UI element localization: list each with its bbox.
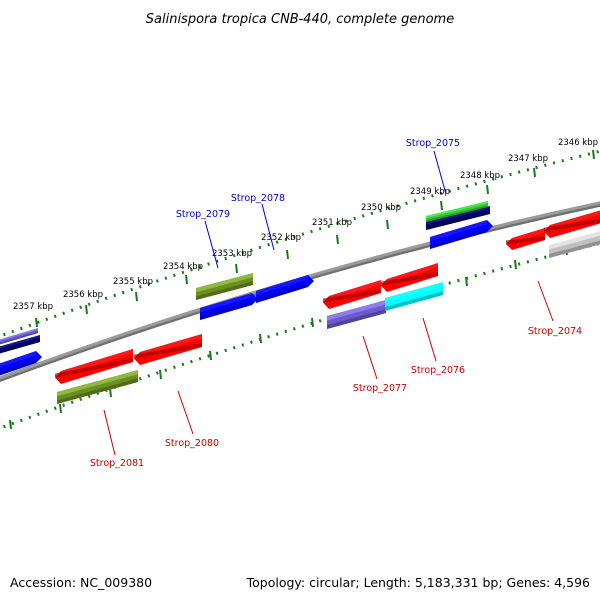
major-tick (286, 249, 289, 260)
kbp-tick-label: 2352 kbp (261, 233, 301, 243)
leader-strop-2076 (422, 317, 437, 362)
major-tick (135, 291, 138, 302)
kbp-tick-label: 2357 kbp (13, 302, 53, 312)
gene-strop-2080[interactable] (134, 334, 202, 365)
topology-text: Topology: circular; Length: 5,183,331 bp… (246, 575, 590, 590)
kbp-tick-label: 2353 kbp (212, 249, 252, 259)
major-tick (185, 274, 188, 285)
kbp-tick-label: 2346 kbp (558, 138, 598, 148)
gene-label-leaders (103, 150, 554, 456)
major-tick (159, 369, 162, 380)
gene-label-strop-2078[interactable]: Strop_2078 (231, 193, 285, 204)
major-tick (209, 350, 212, 361)
gene-label-strop-2074[interactable]: Strop_2074 (528, 326, 582, 337)
major-tick (35, 317, 38, 328)
inner-dotted-ring (0, 241, 600, 430)
major-tick (311, 317, 314, 328)
gene-label-strop-2079[interactable]: Strop_2079 (176, 209, 230, 220)
kbp-tick-label: 2354 kbp (163, 262, 203, 272)
major-tick (59, 403, 62, 414)
major-tick (386, 219, 389, 230)
leader-strop-2077 (362, 335, 378, 380)
gene-feature[interactable] (323, 280, 381, 309)
outer-major-ticks (35, 149, 595, 328)
leader-strop-2075 (433, 150, 447, 195)
major-tick (514, 259, 517, 270)
kbp-tick-label: 2347 kbp (508, 154, 548, 164)
kbp-tick-label: 2356 kbp (63, 290, 103, 300)
inner-tick-ring (0, 241, 600, 430)
gene-label-strop-2076[interactable]: Strop_2076 (411, 365, 465, 376)
gene-strop-2078[interactable] (256, 275, 314, 303)
gene-strop-2079[interactable] (196, 273, 253, 300)
gene-feature[interactable] (0, 328, 38, 345)
gene-strop-2075[interactable] (426, 201, 488, 222)
leader-strop-2078 (261, 203, 275, 251)
major-tick (336, 234, 339, 245)
major-tick (486, 184, 489, 195)
gene-strop-2077[interactable] (327, 300, 386, 329)
gene-feature[interactable] (544, 209, 600, 238)
gene-feature[interactable] (0, 351, 42, 376)
gene-label-strop-2081[interactable]: Strop_2081 (90, 458, 144, 469)
outer-tick-ring: 2346 kbp 2347 kbp 2348 kbp 2349 kbp 2350 kbp… (0, 138, 600, 338)
kbp-tick-label: 2355 kbp (113, 277, 153, 287)
gene-label-strop-2075[interactable]: Strop_2075 (406, 138, 460, 149)
gene-label-strop-2077[interactable]: Strop_2077 (353, 383, 407, 394)
major-tick (440, 200, 443, 211)
gene-feature[interactable] (506, 228, 545, 250)
leader-strop-2081 (103, 409, 116, 456)
kbp-tick-label: 2350 kbp (361, 203, 401, 213)
gene-feature[interactable] (426, 206, 490, 230)
major-tick (235, 263, 238, 274)
major-tick (592, 149, 595, 160)
gene-features (0, 201, 600, 404)
gene-strop-2081[interactable] (57, 370, 138, 404)
kbp-tick-label: 2348 kbp (460, 171, 500, 181)
gene-feature[interactable] (430, 220, 493, 249)
leader-strop-2079 (204, 220, 219, 269)
kbp-tick-label: 2351 kbp (312, 218, 352, 228)
gene-feature[interactable] (200, 293, 258, 320)
gene-strop-2076[interactable] (385, 282, 443, 311)
major-tick (259, 333, 262, 344)
gene-strop-2074[interactable] (549, 230, 600, 258)
genome-title: Salinispora tropica CNB-440, complete ge… (146, 12, 454, 27)
leader-strop-2074 (537, 280, 554, 322)
outer-dotted-ring (0, 149, 600, 338)
major-tick (9, 419, 12, 430)
leader-strop-2080 (177, 390, 194, 435)
kbp-tick-labels: 2346 kbp 2347 kbp 2348 kbp 2349 kbp 2350 kbp… (13, 138, 598, 312)
major-tick (85, 304, 88, 315)
gene-feature[interactable] (381, 263, 438, 292)
gene-labels: Strop_2075 Strop_2078 Strop_2079 Strop_2… (90, 138, 582, 469)
kbp-tick-label: 2349 kbp (410, 187, 450, 197)
accession-text: Accession: NC_009380 (10, 575, 153, 590)
gene-label-strop-2080[interactable]: Strop_2080 (165, 438, 219, 449)
major-tick (533, 167, 536, 178)
gene-feature[interactable] (0, 335, 40, 354)
major-tick (465, 276, 468, 287)
gene-strop-2081-red[interactable] (55, 349, 133, 384)
